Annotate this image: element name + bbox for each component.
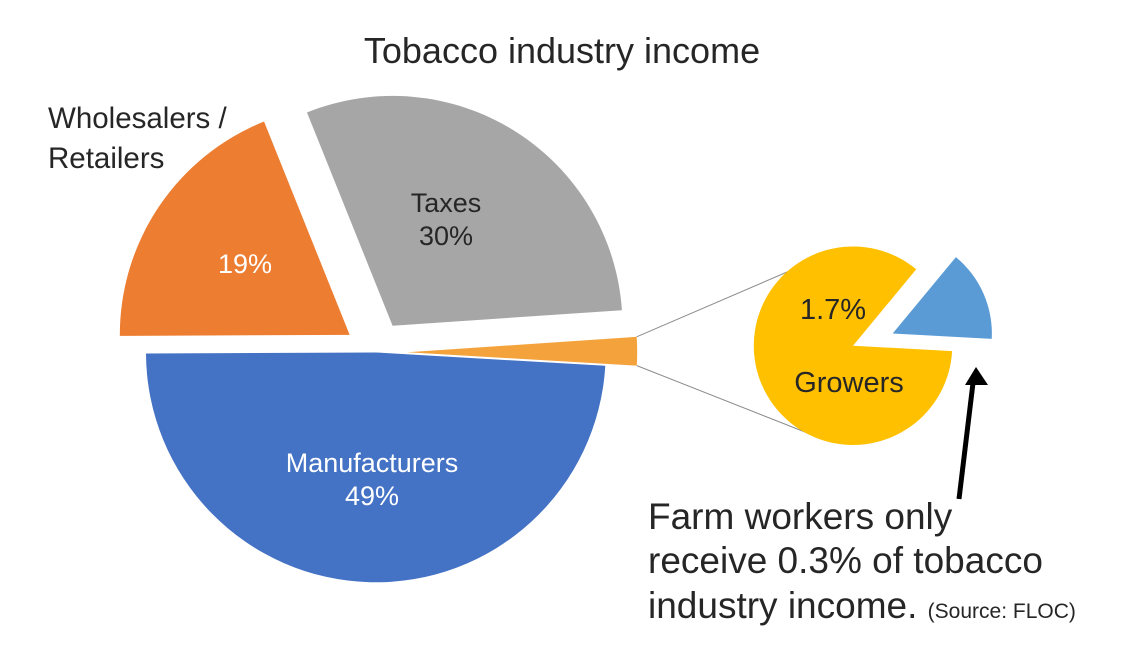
svg-text:30%: 30% <box>419 221 473 251</box>
svg-text:Taxes: Taxes <box>411 188 482 218</box>
svg-text:Manufacturers: Manufacturers <box>286 448 459 478</box>
svg-text:19%: 19% <box>218 249 272 279</box>
svg-text:Growers: Growers <box>794 367 904 399</box>
svg-text:1.7%: 1.7% <box>800 294 866 326</box>
svg-text:49%: 49% <box>345 481 399 511</box>
